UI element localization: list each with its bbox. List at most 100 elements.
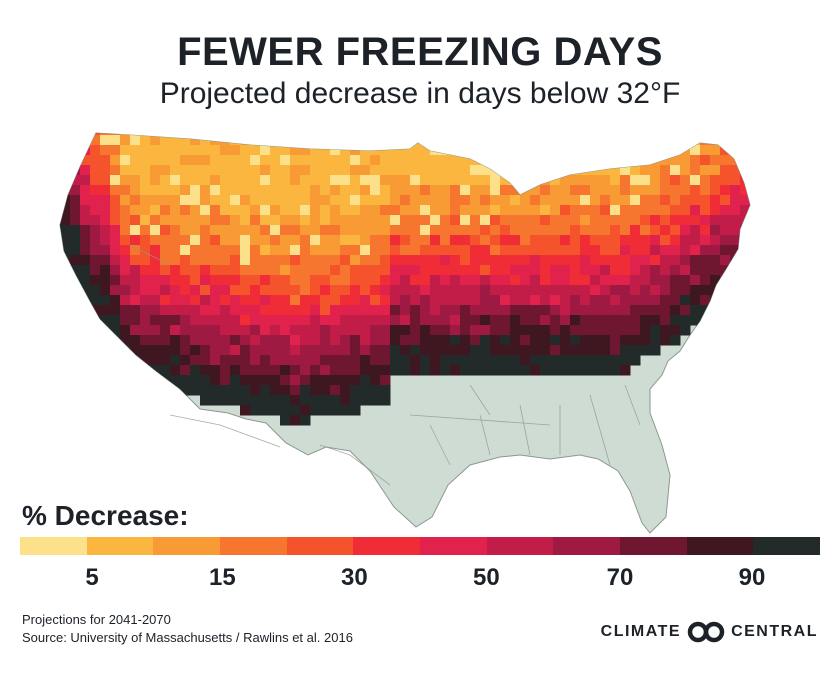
grid-cell [300, 265, 311, 276]
grid-cell [600, 365, 611, 376]
grid-cell [340, 245, 351, 256]
grid-cell [770, 245, 780, 256]
grid-cell [420, 175, 431, 186]
grid-cell [590, 235, 601, 246]
grid-cell [660, 165, 671, 176]
grid-cell [690, 145, 701, 156]
grid-cell [770, 175, 780, 186]
grid-cell [470, 265, 481, 276]
grid-cell [520, 305, 531, 316]
grid-cell [210, 225, 221, 236]
grid-cell [190, 315, 201, 326]
grid-cell [150, 195, 161, 206]
grid-cell [530, 245, 541, 256]
grid-cell [680, 215, 691, 226]
grid-cell [150, 135, 161, 146]
grid-cell [270, 295, 281, 306]
grid-cell [490, 325, 501, 336]
grid-cell [650, 195, 661, 206]
grid-cell [680, 195, 691, 206]
grid-cell [400, 285, 411, 296]
grid-cell [690, 285, 701, 296]
grid-cell [270, 265, 281, 276]
grid-cell [580, 295, 591, 306]
grid-cell [420, 325, 431, 336]
grid-cell [520, 265, 531, 276]
grid-cell [630, 295, 641, 306]
grid-cell [60, 175, 61, 186]
legend-swatch [486, 537, 554, 555]
grid-cell [290, 155, 301, 166]
grid-cell [510, 335, 521, 346]
grid-cell [130, 325, 141, 336]
grid-cell [130, 165, 141, 176]
grid-cell [730, 145, 741, 156]
grid-cell [650, 185, 661, 196]
grid-cell [710, 305, 721, 316]
grid-cell [450, 195, 461, 206]
grid-cell [250, 285, 261, 296]
grid-cell [600, 325, 611, 336]
grid-cell [670, 315, 681, 326]
grid-cell [480, 265, 491, 276]
grid-cell [230, 215, 241, 226]
grid-cell [740, 135, 750, 146]
grid-cell [640, 145, 651, 156]
grid-cell [710, 285, 721, 296]
grid-cell [510, 245, 521, 256]
grid-cell [760, 135, 771, 146]
grid-cell [270, 255, 281, 266]
grid-cell [530, 335, 541, 346]
grid-cell [420, 305, 431, 316]
grid-cell [110, 185, 121, 196]
grid-cell [240, 305, 251, 316]
grid-cell [410, 315, 421, 326]
grid-cell [650, 205, 661, 216]
grid-cell [610, 215, 621, 226]
grid-cell [240, 295, 251, 306]
grid-cell [120, 195, 131, 206]
grid-cell [480, 305, 491, 316]
grid-cell [620, 215, 631, 226]
grid-cell [140, 225, 151, 236]
grid-cell [540, 165, 551, 176]
grid-cell [750, 165, 761, 176]
grid-cell [180, 295, 191, 306]
grid-cell [480, 155, 491, 166]
grid-cell [770, 155, 780, 166]
grid-cell [660, 235, 671, 246]
grid-cell [350, 195, 361, 206]
grid-cell [600, 215, 611, 226]
grid-cell [480, 185, 491, 196]
grid-cell [570, 185, 581, 196]
grid-cell [630, 345, 641, 356]
grid-cell [290, 375, 301, 386]
grid-cell [140, 275, 151, 286]
grid-cell [310, 165, 321, 176]
grid-cell [180, 345, 191, 356]
grid-cell [580, 175, 591, 186]
grid-cell [520, 205, 531, 216]
grid-cell [170, 235, 181, 246]
grid-cell [110, 225, 121, 236]
grid-cell [410, 133, 421, 136]
grid-cell [320, 165, 331, 176]
grid-cell [300, 205, 311, 216]
grid-cell [400, 355, 411, 366]
grid-cell [390, 345, 401, 356]
grid-cell [510, 145, 521, 156]
grid-cell [420, 155, 431, 166]
grid-cell [200, 185, 211, 196]
grid-cell [200, 315, 211, 326]
grid-cell [320, 365, 331, 376]
grid-cell [430, 305, 441, 316]
grid-cell [550, 355, 561, 366]
grid-cell [710, 145, 721, 156]
grid-cell [230, 165, 241, 176]
grid-cell [680, 305, 691, 316]
grid-cell [760, 275, 771, 286]
grid-cell [60, 255, 71, 266]
grid-cell [570, 225, 581, 236]
grid-cell [690, 185, 701, 196]
grid-cell [260, 275, 271, 286]
